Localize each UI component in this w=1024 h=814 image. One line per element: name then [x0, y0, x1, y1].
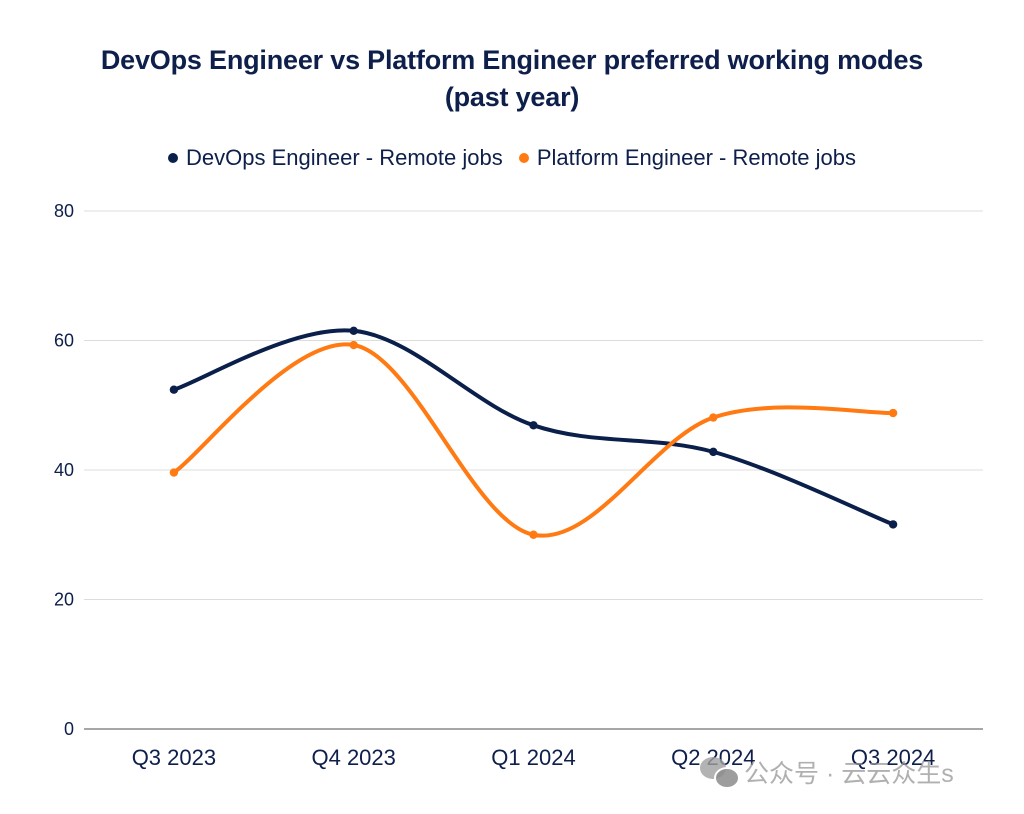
legend-marker-platform — [518, 153, 529, 163]
chart-title: DevOps Engineer vs Platform Engineer pre… — [0, 42, 1024, 116]
data-point[interactable] — [349, 326, 358, 335]
y-tick-label: 40 — [54, 460, 74, 480]
data-point[interactable] — [709, 447, 718, 457]
data-point[interactable] — [709, 413, 718, 422]
data-point[interactable] — [888, 408, 898, 418]
grid — [84, 210, 983, 730]
legend-label-platform: Platform Engineer - Remote jobs — [536, 145, 856, 170]
series-group — [169, 326, 898, 539]
legend-item-platform[interactable]: Platform Engineer - Remote jobs — [518, 144, 856, 172]
y-tick-label: 20 — [54, 590, 74, 610]
y-tick-label: 80 — [54, 201, 74, 221]
legend-label-devops: DevOps Engineer - Remote jobs — [186, 145, 503, 170]
series-line — [171, 342, 896, 538]
y-tick-label: 0 — [64, 719, 74, 739]
data-point[interactable] — [349, 340, 358, 350]
x-tick-label: Q4 2023 — [311, 745, 395, 770]
watermark-text: 公众号 · 云云众生s — [744, 760, 954, 788]
chart-title-line-2: (past year) — [444, 82, 580, 112]
x-tick-label: Q1 2024 — [491, 745, 575, 770]
legend-marker-devops — [168, 153, 179, 163]
chart-title-line-1: DevOps Engineer vs Platform Engineer pre… — [100, 45, 924, 75]
data-point[interactable] — [888, 520, 898, 529]
x-axis-ticks: Q3 2023 Q4 2023 Q1 2024 Q2 2024 Q3 2024 — [132, 745, 936, 770]
x-tick-label: Q3 2023 — [132, 745, 216, 770]
x-tick-label: Q3 2024 — [851, 745, 935, 770]
series-devops — [169, 326, 898, 529]
y-axis-ticks: 0 20 40 60 80 — [54, 201, 74, 739]
wechat-icon — [698, 755, 740, 789]
legend-item-devops[interactable]: DevOps Engineer - Remote jobs — [168, 144, 503, 172]
data-point[interactable] — [529, 530, 538, 539]
watermark: 公众号 · 云云众生s — [698, 754, 954, 790]
y-tick-label: 60 — [54, 331, 74, 351]
data-point[interactable] — [529, 421, 538, 430]
data-point[interactable] — [169, 385, 179, 394]
data-point[interactable] — [169, 468, 179, 477]
series-platform — [169, 340, 898, 539]
legend: DevOps Engineer - Remote jobs Platform E… — [0, 142, 1024, 172]
